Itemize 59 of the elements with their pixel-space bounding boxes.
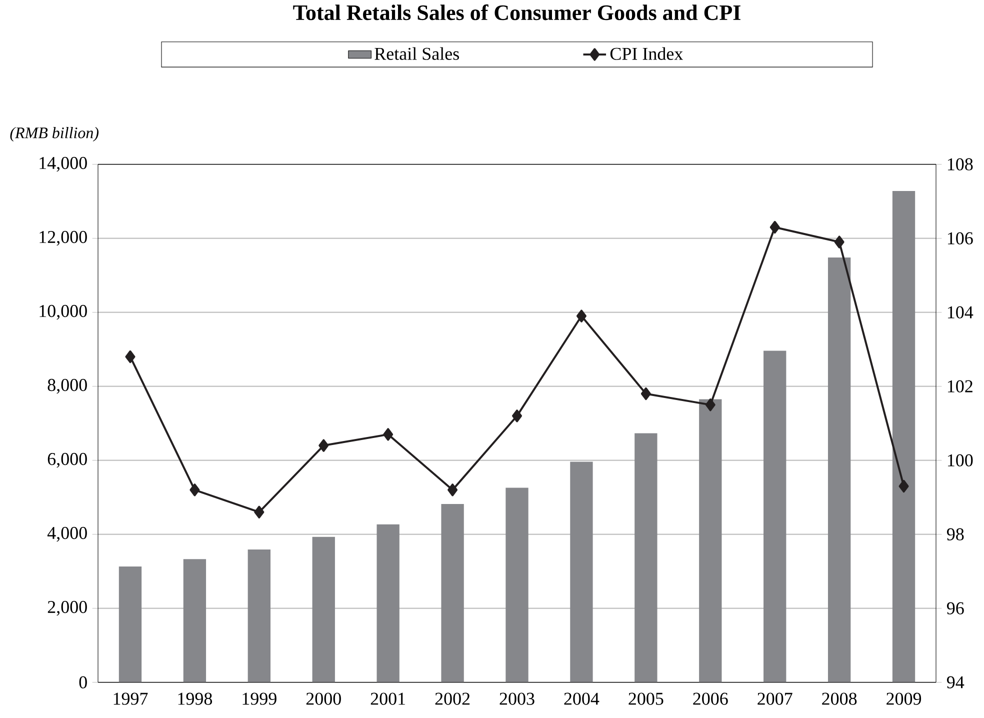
bar: [570, 462, 593, 682]
y2-tick-label: 100: [948, 454, 973, 466]
bar: [892, 190, 916, 682]
y-tick-label: 2,000: [48, 600, 87, 616]
point: [254, 506, 264, 518]
y-tick-label: 10,000: [40, 304, 87, 320]
x-tick-label: 1997: [114, 692, 148, 705]
bar: [118, 566, 142, 682]
point: [834, 236, 844, 248]
point: [190, 483, 200, 496]
point: [898, 480, 909, 492]
y2-tick-label: 106: [948, 232, 973, 244]
bar: [441, 504, 464, 682]
x-tick-label: 2009: [886, 692, 922, 705]
bar: [634, 433, 658, 682]
point: [448, 483, 458, 496]
y2-tick-label: 98: [946, 528, 964, 540]
x-tick-label: 2005: [628, 692, 664, 705]
bar: [699, 399, 722, 682]
point: [512, 409, 522, 422]
y-tick-label: 12,000: [40, 230, 87, 246]
y2-tick-label: 96: [946, 602, 964, 614]
x-tick-label: 2002: [435, 692, 470, 705]
y-tick-label: 14,000: [40, 156, 87, 172]
x-tick-label: 2007: [758, 692, 792, 705]
x-tick-label: 1999: [242, 692, 276, 705]
x-tick-label: 1998: [178, 692, 212, 705]
y-tick-label: 4,000: [47, 526, 87, 542]
point: [640, 387, 651, 400]
bar: [248, 549, 270, 682]
y-tick-label: 0: [79, 676, 87, 688]
point: [125, 350, 136, 363]
x-tick-label: 2000: [306, 692, 341, 705]
y2-tick-label: 94: [946, 676, 964, 688]
point: [705, 398, 716, 411]
bar: [764, 350, 786, 682]
bar: [312, 536, 335, 682]
x-tick-label: 2008: [822, 692, 857, 705]
x-tick-label: 2003: [500, 692, 534, 705]
chart-title: Total Retails Sales of Consumer Goods and CPI: [293, 4, 740, 20]
point: [770, 220, 780, 234]
bar: [506, 488, 528, 682]
y2-tick-label: 104: [948, 306, 974, 318]
bar: [183, 558, 206, 682]
point: [383, 428, 394, 441]
y2-tick-label: 108: [948, 158, 973, 170]
point: [318, 439, 329, 452]
x-tick-label: 2001: [370, 692, 406, 705]
x-tick-label: 2004: [564, 692, 600, 705]
y-axis-title: (RMB billion): [10, 126, 99, 142]
bar: [828, 257, 851, 682]
y-tick-label: 6,000: [48, 452, 87, 468]
legend-label: Retail Sales: [374, 47, 459, 60]
y2-tick-label: 102: [948, 380, 972, 392]
legend-label: CPI Index: [610, 47, 683, 60]
x-tick-label: 2006: [693, 692, 728, 705]
y-tick-label: 8,000: [48, 378, 87, 394]
bar: [376, 524, 400, 682]
point: [576, 310, 586, 322]
